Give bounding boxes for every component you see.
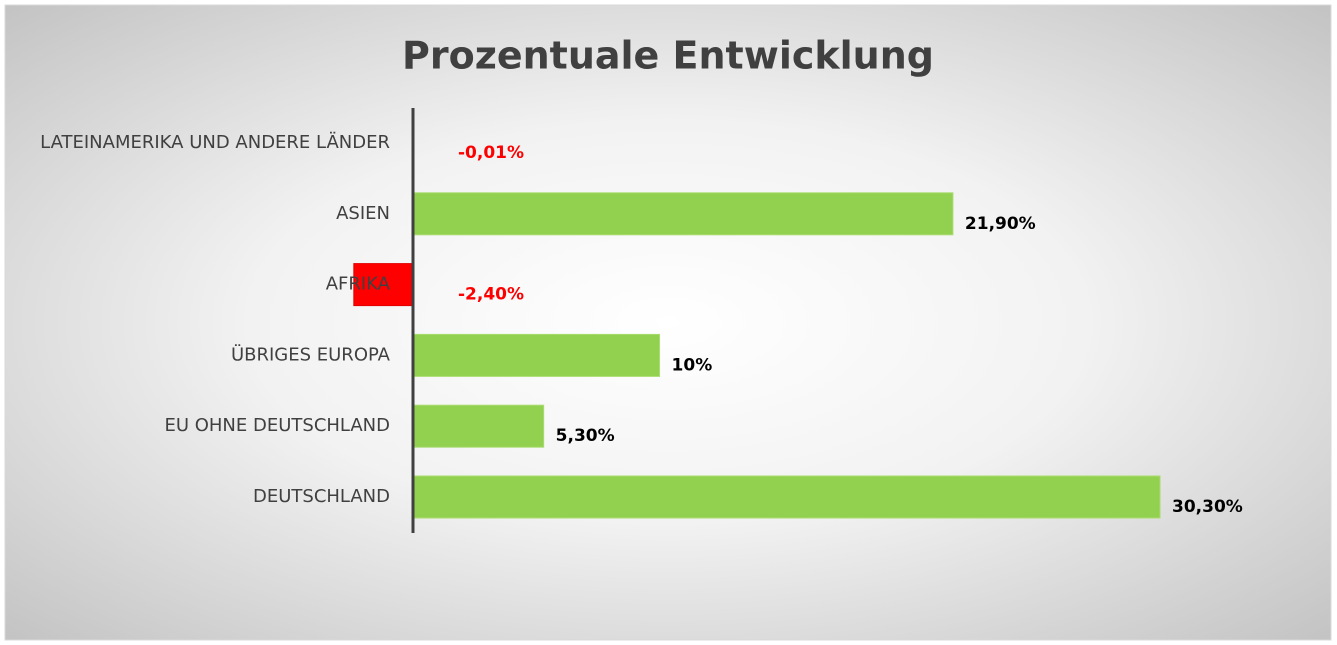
data-label: -2,40% (458, 285, 524, 305)
bar (412, 475, 1161, 519)
data-label: 5,30% (556, 426, 615, 446)
category-label: LATEINAMERIKA UND ANDERE LÄNDER (40, 132, 390, 153)
category-label: AFRIKA (326, 274, 391, 295)
data-label: 21,90% (965, 214, 1036, 234)
chart-title: Prozentuale Entwicklung (402, 34, 934, 78)
bar (412, 333, 661, 377)
data-label: 30,30% (1172, 497, 1243, 517)
category-label: EU OHNE DEUTSCHLAND (164, 415, 390, 436)
bar (412, 404, 545, 448)
category-label: ÜBRIGES EUROPA (231, 343, 391, 365)
data-label: -0,01% (458, 143, 524, 163)
chart-background (4, 4, 1332, 641)
category-label: DEUTSCHLAND (253, 486, 390, 507)
category-label: ASIEN (336, 203, 390, 224)
bar (412, 192, 954, 236)
data-label: 10% (672, 355, 713, 375)
